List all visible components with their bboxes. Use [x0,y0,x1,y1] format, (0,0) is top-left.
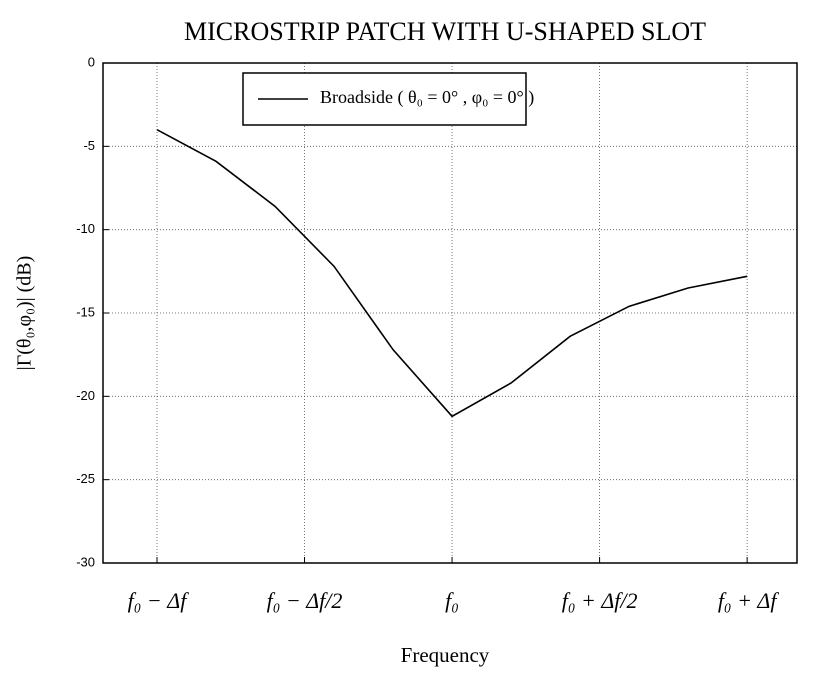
y-tick-label: -10 [76,221,95,236]
y-tick-label: -25 [76,471,95,486]
y-tick-label: -30 [76,554,95,569]
x-axis-label: Frequency [401,643,490,667]
chart-title: MICROSTRIP PATCH WITH U-SHAPED SLOT [184,17,706,46]
x-tick-label: f₀ [445,588,459,613]
legend-label: Broadside ( θ₀ = 0° , φ₀ = 0° ) [320,87,534,108]
y-tick-label: -15 [76,304,95,319]
x-tick-label: f₀ + Δf/2 [562,588,638,613]
x-tick-label: f₀ + Δf [718,588,780,613]
y-tick-label: -20 [76,388,95,403]
x-tick-label: f₀ − Δf/2 [267,588,343,613]
plot-frame [102,62,798,564]
data-line [156,128,748,418]
y-tick-label: 0 [88,54,95,69]
y-tick-label: -5 [83,138,95,153]
y-axis-label: |Γ(θ₀,φ₀)| (dB) [14,256,36,371]
x-tick-label: f₀ − Δf [128,588,190,613]
